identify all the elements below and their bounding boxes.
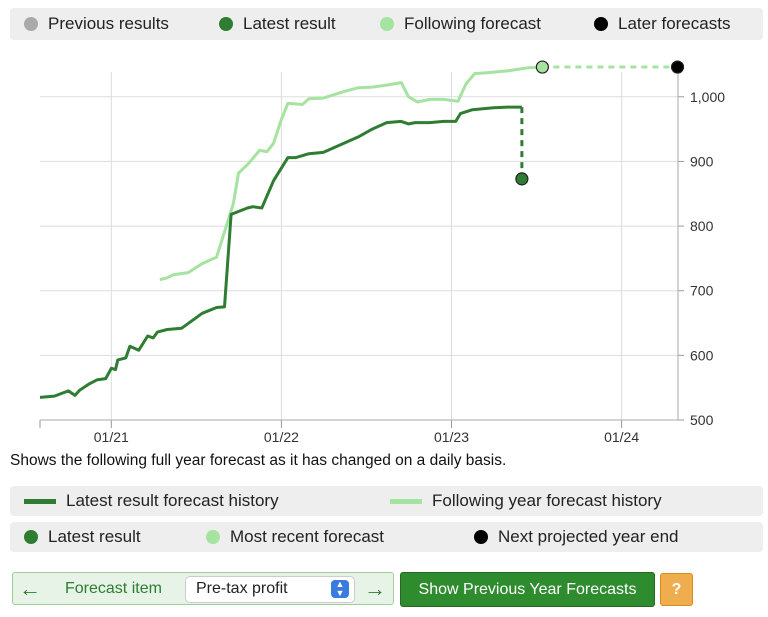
chart-caption: Shows the following full year forecast a… <box>10 452 507 469</box>
legend-label: Latest result <box>48 527 141 546</box>
latest-result-history-line <box>39 105 522 399</box>
y-tick-label: 700 <box>690 283 714 299</box>
legend-dot-icon <box>24 530 38 544</box>
point-legend: Latest result Most recent forecast Next … <box>10 522 763 552</box>
x-tick-label: 01/23 <box>434 429 469 445</box>
legend-label: Following forecast <box>404 14 542 33</box>
y-tick-label: 500 <box>690 412 714 428</box>
legend-label: Previous results <box>48 14 169 33</box>
legend-dot-icon <box>474 530 488 544</box>
y-tick-label: 600 <box>690 347 714 363</box>
forecast-item-select[interactable]: Pre-tax profit ▲ ▼ <box>185 576 355 603</box>
show-previous-year-forecasts-button[interactable]: Show Previous Year Forecasts <box>400 572 655 607</box>
forecast-item-label: Forecast item <box>65 580 162 597</box>
selected-item: Pre-tax profit <box>196 580 288 597</box>
x-tick-label: 01/22 <box>264 429 299 445</box>
forecast-chart: 500 600 700 800 900 1,000 01/21 01/22 01/23 01/24 <box>39 60 725 445</box>
legend-label: Next projected year end <box>498 527 679 546</box>
line-legend: Latest result forecast history Following… <box>10 486 763 516</box>
line-swatch-icon <box>24 498 56 504</box>
legend-item-later-forecasts[interactable]: Later forecasts <box>594 8 730 40</box>
x-tick-label: 01/21 <box>94 429 129 445</box>
legend-item-latest-result[interactable]: Latest result <box>219 8 336 40</box>
y-tick-label: 1,000 <box>690 89 725 105</box>
legend-item-following-history[interactable]: Following year forecast history <box>390 486 662 516</box>
x-tick-label: 01/24 <box>604 429 639 445</box>
legend-item-following-forecast[interactable]: Following forecast <box>380 8 541 40</box>
top-legend: Previous results Latest result Following… <box>10 8 763 40</box>
previous-item-button[interactable]: ← <box>13 573 47 604</box>
legend-item-latest-result-point[interactable]: Latest result <box>24 522 141 552</box>
next-item-button[interactable]: → <box>358 573 392 604</box>
legend-label: Latest result <box>243 14 336 33</box>
legend-label: Latest result forecast history <box>66 491 279 510</box>
legend-label: Later forecasts <box>618 14 731 33</box>
forecast-item-group: ← Forecast item Pre-tax profit ▲ ▼ → <box>12 572 394 605</box>
legend-dot-icon <box>380 17 394 31</box>
latest-result-marker <box>515 172 529 186</box>
legend-dot-icon <box>24 17 38 31</box>
legend-dot-icon <box>594 17 608 31</box>
legend-item-most-recent-forecast[interactable]: Most recent forecast <box>206 522 384 552</box>
left-arrow-icon: ← <box>19 575 41 601</box>
legend-dot-icon <box>206 530 220 544</box>
line-swatch-icon <box>390 498 422 504</box>
help-button[interactable]: ? <box>660 573 693 606</box>
most-recent-forecast-marker <box>535 60 549 74</box>
y-tick-label: 800 <box>690 218 714 234</box>
legend-label: Most recent forecast <box>230 527 385 546</box>
following-year-history-line <box>159 65 543 282</box>
legend-item-next-projected-year-end[interactable]: Next projected year end <box>474 522 679 552</box>
next-projected-year-end-marker <box>670 60 685 74</box>
legend-dot-icon <box>219 17 233 31</box>
right-arrow-icon: → <box>364 575 386 601</box>
legend-item-previous-results[interactable]: Previous results <box>24 8 169 40</box>
chevron-updown-icon: ▲ ▼ <box>331 580 349 598</box>
legend-item-latest-history[interactable]: Latest result forecast history <box>24 486 279 516</box>
legend-label: Following year forecast history <box>432 491 662 510</box>
y-tick-label: 900 <box>690 153 714 169</box>
